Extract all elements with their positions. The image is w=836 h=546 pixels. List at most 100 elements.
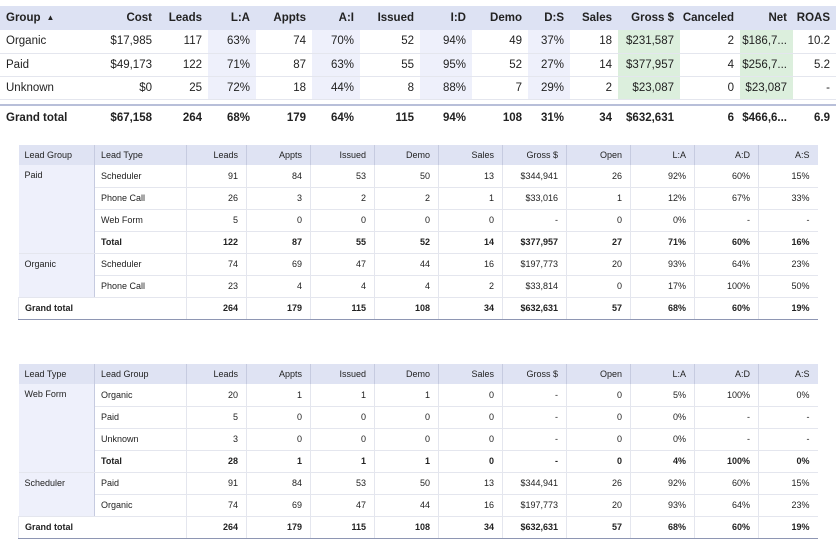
table-row: Organic 74 69 47 44 16 $197,773 20 93% 6… xyxy=(19,494,818,517)
table-cell: 264 xyxy=(186,515,247,539)
column-header-sales[interactable]: Sales xyxy=(570,6,618,30)
column-header-canceled[interactable]: Canceled xyxy=(680,6,740,30)
table-cell: 0 xyxy=(566,406,631,429)
table-cell: 52 xyxy=(360,30,420,54)
column-header-demo[interactable]: Demo xyxy=(374,364,439,384)
table-cell: 74 xyxy=(256,30,312,54)
table-cell: 34 xyxy=(599,111,612,124)
table-cell: $466,6... xyxy=(742,111,787,124)
table-cell: 264 xyxy=(182,111,202,124)
table-cell: $632,631 xyxy=(502,515,567,539)
column-header-i-d[interactable]: I:D xyxy=(420,6,472,30)
table-cell: Organic xyxy=(0,30,92,54)
table-cell: 53 xyxy=(310,472,375,495)
table-cell: 0 xyxy=(566,384,631,407)
table-cell: 18 xyxy=(570,30,618,54)
column-header-appts[interactable]: Appts xyxy=(246,145,311,165)
column-header-a-s[interactable]: A:S xyxy=(758,364,818,384)
table-cell: 108 xyxy=(374,296,439,320)
table-cell: 0 xyxy=(438,428,503,451)
table-cell: 0% xyxy=(630,428,695,451)
grand-total-label: Grand total xyxy=(18,515,187,539)
column-header-appts[interactable]: Appts xyxy=(256,6,312,30)
table-cell: 57 xyxy=(566,296,631,320)
column-header-l-a[interactable]: L:A xyxy=(208,6,256,30)
table-cell: $33,016 xyxy=(502,187,567,210)
table-cell: 20 xyxy=(566,494,631,517)
column-header-roas[interactable]: ROAS xyxy=(793,6,836,30)
column-header-l-a[interactable]: L:A xyxy=(630,364,695,384)
table-cell: 60% xyxy=(694,515,759,539)
column-header-demo[interactable]: Demo xyxy=(374,145,439,165)
grand-total-divider xyxy=(0,99,836,106)
column-header-group[interactable]: Group ▲ xyxy=(0,6,92,30)
table-row: Organic Scheduler 74 69 47 44 16 $197,77… xyxy=(18,253,818,298)
table-cell: 179 xyxy=(286,111,306,124)
table-cell: 1 xyxy=(310,450,375,473)
column-header-gross[interactable]: Gross $ xyxy=(618,6,680,30)
column-header-cost[interactable]: Cost xyxy=(92,6,158,30)
column-header-leads[interactable]: Leads xyxy=(186,145,247,165)
table-cell: 0 xyxy=(246,406,311,429)
table-cell: 108 xyxy=(502,111,522,124)
column-header-lead-group[interactable]: Lead Group xyxy=(94,364,187,384)
table-cell: - xyxy=(694,428,759,451)
column-header-lead-type[interactable]: Lead Type xyxy=(18,364,95,384)
table-cell: 108 xyxy=(374,515,439,539)
table-cell: 50 xyxy=(374,472,439,495)
column-header-lead-type[interactable]: Lead Type xyxy=(94,145,187,165)
column-header-net[interactable]: Net xyxy=(740,6,793,30)
table-cell: 18 xyxy=(256,76,312,100)
table-cell: 5.2 xyxy=(793,53,836,77)
column-header-a-d[interactable]: A:D xyxy=(694,364,759,384)
column-header-gross[interactable]: Gross $ xyxy=(502,145,567,165)
table-cell: 2 xyxy=(374,187,439,210)
table-cell: - xyxy=(502,406,567,429)
column-header-l-a[interactable]: L:A xyxy=(630,145,695,165)
table-cell: 64% xyxy=(694,494,759,517)
column-header-sales[interactable]: Sales xyxy=(438,364,503,384)
table-cell: 44 xyxy=(374,253,439,276)
column-header-appts[interactable]: Appts xyxy=(246,364,311,384)
table-cell: $377,957 xyxy=(618,53,680,77)
table-cell: - xyxy=(502,450,567,473)
table-cell: 47 xyxy=(310,494,375,517)
table-cell: 0 xyxy=(310,428,375,451)
column-header-leads[interactable]: Leads xyxy=(186,364,247,384)
sort-ascending-icon[interactable]: ▲ xyxy=(46,13,55,22)
table-cell: 5% xyxy=(630,384,695,407)
column-header-open[interactable]: Open xyxy=(566,364,631,384)
table-cell: $632,631 xyxy=(626,111,674,124)
column-header-issued[interactable]: Issued xyxy=(310,145,375,165)
table-cell: - xyxy=(502,209,567,232)
column-header-a-d[interactable]: A:D xyxy=(694,145,759,165)
table-cell: 34 xyxy=(438,515,503,539)
table-cell: - xyxy=(793,76,836,100)
column-header-issued[interactable]: Issued xyxy=(360,6,420,30)
grand-total-row: Grand total $67,158 264 68% 179 64% 115 … xyxy=(0,105,836,129)
table-cell: $632,631 xyxy=(502,296,567,320)
column-header-open[interactable]: Open xyxy=(566,145,631,165)
subtotal-row: Total 122 87 55 52 14 $377,957 27 71% 60… xyxy=(19,231,818,254)
column-header-lead-group[interactable]: Lead Group xyxy=(18,145,95,165)
column-header-issued[interactable]: Issued xyxy=(310,364,375,384)
table-row: Unknown $0 25 72% 18 44% 8 88% 7 29% 2 $… xyxy=(0,76,836,100)
column-header-leads[interactable]: Leads xyxy=(158,6,208,30)
table-cell: 8 xyxy=(360,76,420,100)
column-header-d-s[interactable]: D:S xyxy=(528,6,570,30)
table-cell: $197,773 xyxy=(502,253,567,276)
grand-total-row: Grand total 264 179 115 108 34 $632,631 … xyxy=(18,515,818,539)
table-cell: Web Form xyxy=(94,209,187,232)
column-header-sales[interactable]: Sales xyxy=(438,145,503,165)
table-row: Organic $17,985 117 63% 74 70% 52 94% 49… xyxy=(0,30,836,54)
table-cell: 26 xyxy=(566,165,631,188)
table-cell: 26 xyxy=(186,187,247,210)
table-cell: 13 xyxy=(438,472,503,495)
column-header-gross[interactable]: Gross $ xyxy=(502,364,567,384)
column-header-a-s[interactable]: A:S xyxy=(758,145,818,165)
table-cell: 0% xyxy=(630,406,695,429)
table-cell: 34 xyxy=(438,296,503,320)
column-header-a-i[interactable]: A:I xyxy=(312,6,360,30)
column-header-demo[interactable]: Demo xyxy=(472,6,528,30)
table-cell: 1 xyxy=(374,384,439,407)
